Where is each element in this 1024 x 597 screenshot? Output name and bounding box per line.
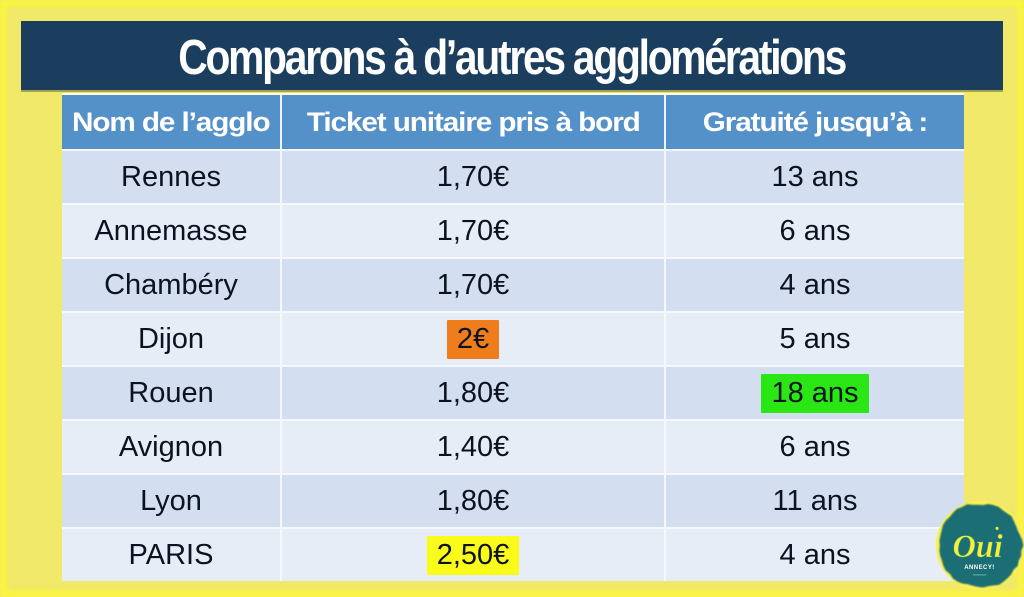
- svg-text:Oui: Oui: [952, 528, 1002, 564]
- svg-text:ANNECY!: ANNECY!: [964, 565, 995, 571]
